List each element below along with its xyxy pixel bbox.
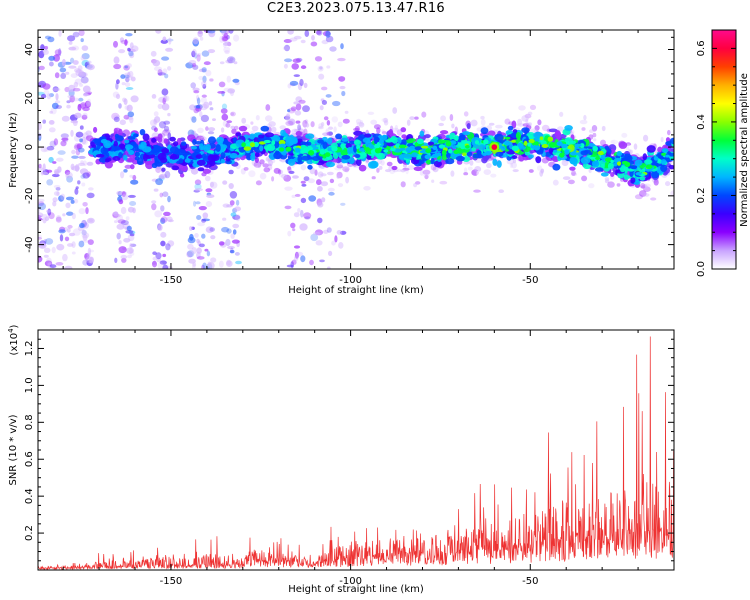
spectrogram-x-axis-label: Height of straight line (km) [288, 285, 424, 296]
figure-title: C2E3.2023.075.13.47.R16 [267, 1, 445, 16]
top-ticks-x-tick-label: -100 [339, 275, 362, 286]
snr-y-multiplier: (x104) [7, 324, 20, 355]
top-ticks-x-tick-label: -150 [160, 275, 183, 286]
colorbar-tick-label: 0.0 [696, 261, 707, 277]
top-ticks-y-tick-label: 40 [24, 43, 35, 56]
colorbar-ticks: 0.0 0.2 0.4 0.6 [696, 29, 736, 277]
bot-ticks-x-tick-label: -50 [522, 576, 538, 587]
colorbar-tick-label: 0.2 [696, 188, 707, 204]
snr-panel: -150 -100 -50 0.2 0.4 0.6 0.8 1.0 1.2 Height of … [7, 324, 675, 595]
spectrogram-frame [37, 29, 675, 270]
bot-ticks-y-tick-label: 1.0 [24, 377, 35, 393]
colorbar-tick-label: 0.4 [696, 114, 707, 130]
snr-y-axis-label: SNR (10 * v/v) [8, 414, 19, 485]
colorbar-tick-label: 0.6 [696, 40, 707, 56]
spectrogram-ticks: -150 -100 -50 -40 -20 0 20 40 [24, 30, 675, 286]
bot-ticks-y-tick-label: 1.2 [24, 341, 35, 357]
snr-background [38, 330, 674, 570]
spectrogram-heatmap [38, 30, 674, 269]
top-ticks-y-tick-label: 0 [24, 144, 35, 150]
bot-ticks-x-tick-label: -100 [339, 576, 362, 587]
top-ticks-y-tick-label: 20 [24, 92, 35, 105]
colorbar-label: Normalized spectral amplitude [739, 73, 750, 227]
bot-ticks-y-tick-label: 0.8 [24, 414, 35, 430]
snr-x-axis-label: Height of straight line (km) [288, 584, 424, 595]
colorbar: 0.0 0.2 0.4 0.6 Normalized spectral amplitu… [696, 29, 750, 277]
top-ticks-y-tick-label: -40 [24, 236, 35, 252]
bot-ticks-y-tick-label: 0.6 [24, 451, 35, 467]
bot-ticks-x-tick-label: -150 [160, 576, 183, 587]
top-ticks-x-tick-label: -50 [522, 275, 538, 286]
top-ticks-y-tick-label: -20 [24, 188, 35, 204]
snr-ticks: -150 -100 -50 0.2 0.4 0.6 0.8 1.0 1.2 [24, 329, 675, 587]
bot-ticks-y-tick-label: 0.4 [24, 488, 35, 504]
snr-series-line [38, 336, 674, 570]
colorbar-gradient [711, 29, 737, 270]
bot-ticks-y-tick-label: 0.2 [24, 525, 35, 541]
spectrogram-y-axis-label: Frequency (Hz) [8, 112, 19, 188]
spectrogram-panel: -150 -100 -50 -40 -20 0 20 40 Height of straigh… [8, 29, 675, 296]
